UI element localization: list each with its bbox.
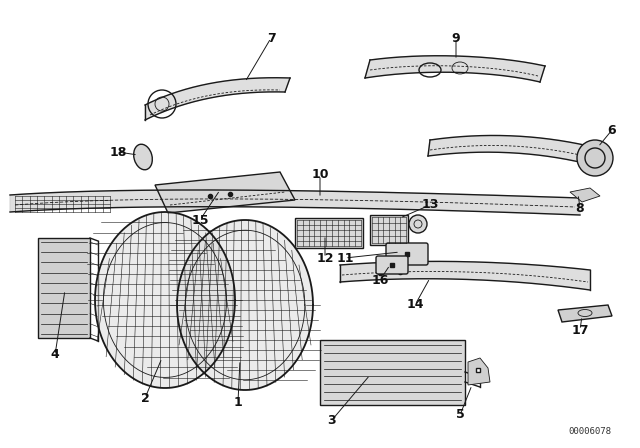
Polygon shape	[10, 190, 580, 215]
Text: 5: 5	[456, 409, 465, 422]
Text: 15: 15	[191, 214, 209, 227]
Text: 2: 2	[141, 392, 149, 405]
Text: 16: 16	[371, 273, 388, 287]
Text: 18: 18	[109, 146, 127, 159]
Polygon shape	[177, 220, 313, 390]
Bar	[38, 238, 90, 338]
Circle shape	[577, 140, 613, 176]
Text: 9: 9	[452, 31, 460, 44]
Polygon shape	[468, 358, 490, 385]
Text: 7: 7	[267, 31, 275, 44]
Text: 1: 1	[234, 396, 243, 409]
Polygon shape	[428, 135, 605, 168]
Bar	[295, 218, 363, 248]
FancyBboxPatch shape	[386, 243, 428, 265]
Ellipse shape	[134, 144, 152, 170]
Text: 6: 6	[608, 124, 616, 137]
Text: 00006078: 00006078	[568, 427, 611, 436]
Text: 17: 17	[572, 323, 589, 336]
Bar	[370, 215, 408, 245]
Text: 3: 3	[328, 414, 336, 426]
Polygon shape	[558, 305, 612, 322]
Polygon shape	[340, 261, 590, 290]
Text: 12: 12	[316, 251, 333, 264]
Bar	[320, 340, 465, 405]
FancyBboxPatch shape	[376, 256, 408, 274]
Text: 8: 8	[576, 202, 584, 215]
Text: 10: 10	[311, 168, 329, 181]
Text: 14: 14	[406, 298, 424, 311]
Text: 13: 13	[421, 198, 438, 211]
Text: 11: 11	[336, 251, 354, 264]
Polygon shape	[570, 188, 600, 202]
Polygon shape	[155, 172, 295, 213]
Circle shape	[409, 215, 427, 233]
Polygon shape	[145, 78, 290, 120]
Text: 4: 4	[51, 349, 60, 362]
Polygon shape	[365, 56, 545, 82]
Polygon shape	[95, 212, 235, 388]
